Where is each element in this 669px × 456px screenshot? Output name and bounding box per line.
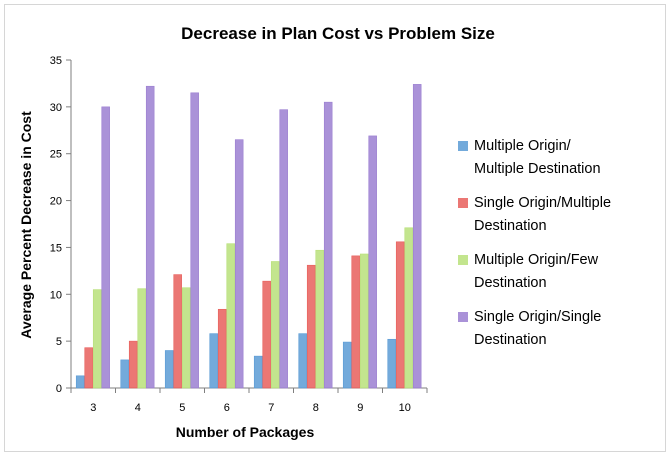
bar xyxy=(270,261,280,389)
legend-label: Destination xyxy=(474,218,547,234)
bar xyxy=(226,243,235,389)
bar xyxy=(128,340,138,389)
legend: Multiple Origin/Multiple Destination Sing… xyxy=(458,138,611,348)
chart-frame: Decrease in Plan Cost vs Problem Size Av… xyxy=(4,4,666,452)
bar xyxy=(387,338,396,389)
y-tick-label: 35 xyxy=(50,55,62,67)
y-tick-label: 0 xyxy=(56,383,62,395)
x-tick-label: 10 xyxy=(399,402,411,414)
bar xyxy=(342,341,352,389)
bar xyxy=(190,92,199,389)
legend-label: Multiple Origin/Few xyxy=(474,252,599,268)
bar-chart: Decrease in Plan Cost vs Problem Size Av… xyxy=(18,24,611,440)
bar xyxy=(145,85,155,389)
bar xyxy=(209,333,218,389)
y-tick-label: 10 xyxy=(50,289,62,301)
bar xyxy=(92,289,102,389)
bar xyxy=(101,106,110,389)
x-tick-label: 5 xyxy=(179,402,185,414)
legend-label: Multiple Origin/ xyxy=(474,138,572,154)
y-tick-label: 15 xyxy=(50,242,62,254)
bar xyxy=(395,241,405,389)
legend-label: Destination xyxy=(474,275,547,291)
x-axis-label: Number of Packages xyxy=(176,424,315,440)
bar xyxy=(298,333,307,389)
bar xyxy=(173,274,182,389)
legend-swatch xyxy=(458,255,468,265)
y-tick-label: 20 xyxy=(50,196,62,208)
bar xyxy=(84,347,93,389)
bar xyxy=(164,350,174,389)
x-tick-label: 4 xyxy=(135,402,141,414)
bar xyxy=(75,375,85,389)
x-tick-label: 8 xyxy=(313,402,319,414)
x-tick-label: 9 xyxy=(357,402,363,414)
bar xyxy=(359,253,369,389)
bar xyxy=(234,139,244,389)
bar xyxy=(306,264,316,389)
bar xyxy=(137,288,146,389)
bar xyxy=(368,135,377,389)
bar xyxy=(351,255,360,389)
bar xyxy=(323,101,333,389)
bar xyxy=(279,109,288,389)
legend-swatch xyxy=(458,198,468,208)
legend-label: Single Origin/Multiple xyxy=(474,195,611,211)
legend-swatch xyxy=(458,141,468,151)
bar xyxy=(404,227,413,389)
x-tick-label: 6 xyxy=(224,402,230,414)
legend-label: Destination xyxy=(474,332,547,348)
chart-title: Decrease in Plan Cost vs Problem Size xyxy=(181,24,495,43)
bar xyxy=(315,249,324,389)
legend-label: Multiple Destination xyxy=(474,161,601,177)
legend-swatch xyxy=(458,312,468,322)
plot-area: 0 5 10 15 20 25 30 35 3 4 5 6 7 8 9 10 xyxy=(50,55,428,414)
bar xyxy=(412,84,422,389)
y-tick-label: 30 xyxy=(50,102,62,114)
x-tick-label: 3 xyxy=(90,402,96,414)
bar xyxy=(120,359,129,389)
y-tick-label: 5 xyxy=(56,336,62,348)
y-axis-label: Average Percent Decrease in Cost xyxy=(18,111,34,339)
bar xyxy=(181,287,191,389)
bar xyxy=(262,280,271,389)
y-tick-label: 25 xyxy=(50,149,62,161)
x-tick-label: 7 xyxy=(268,402,274,414)
legend-label: Single Origin/Single xyxy=(474,309,601,325)
bar xyxy=(253,355,263,389)
bar xyxy=(217,308,227,389)
